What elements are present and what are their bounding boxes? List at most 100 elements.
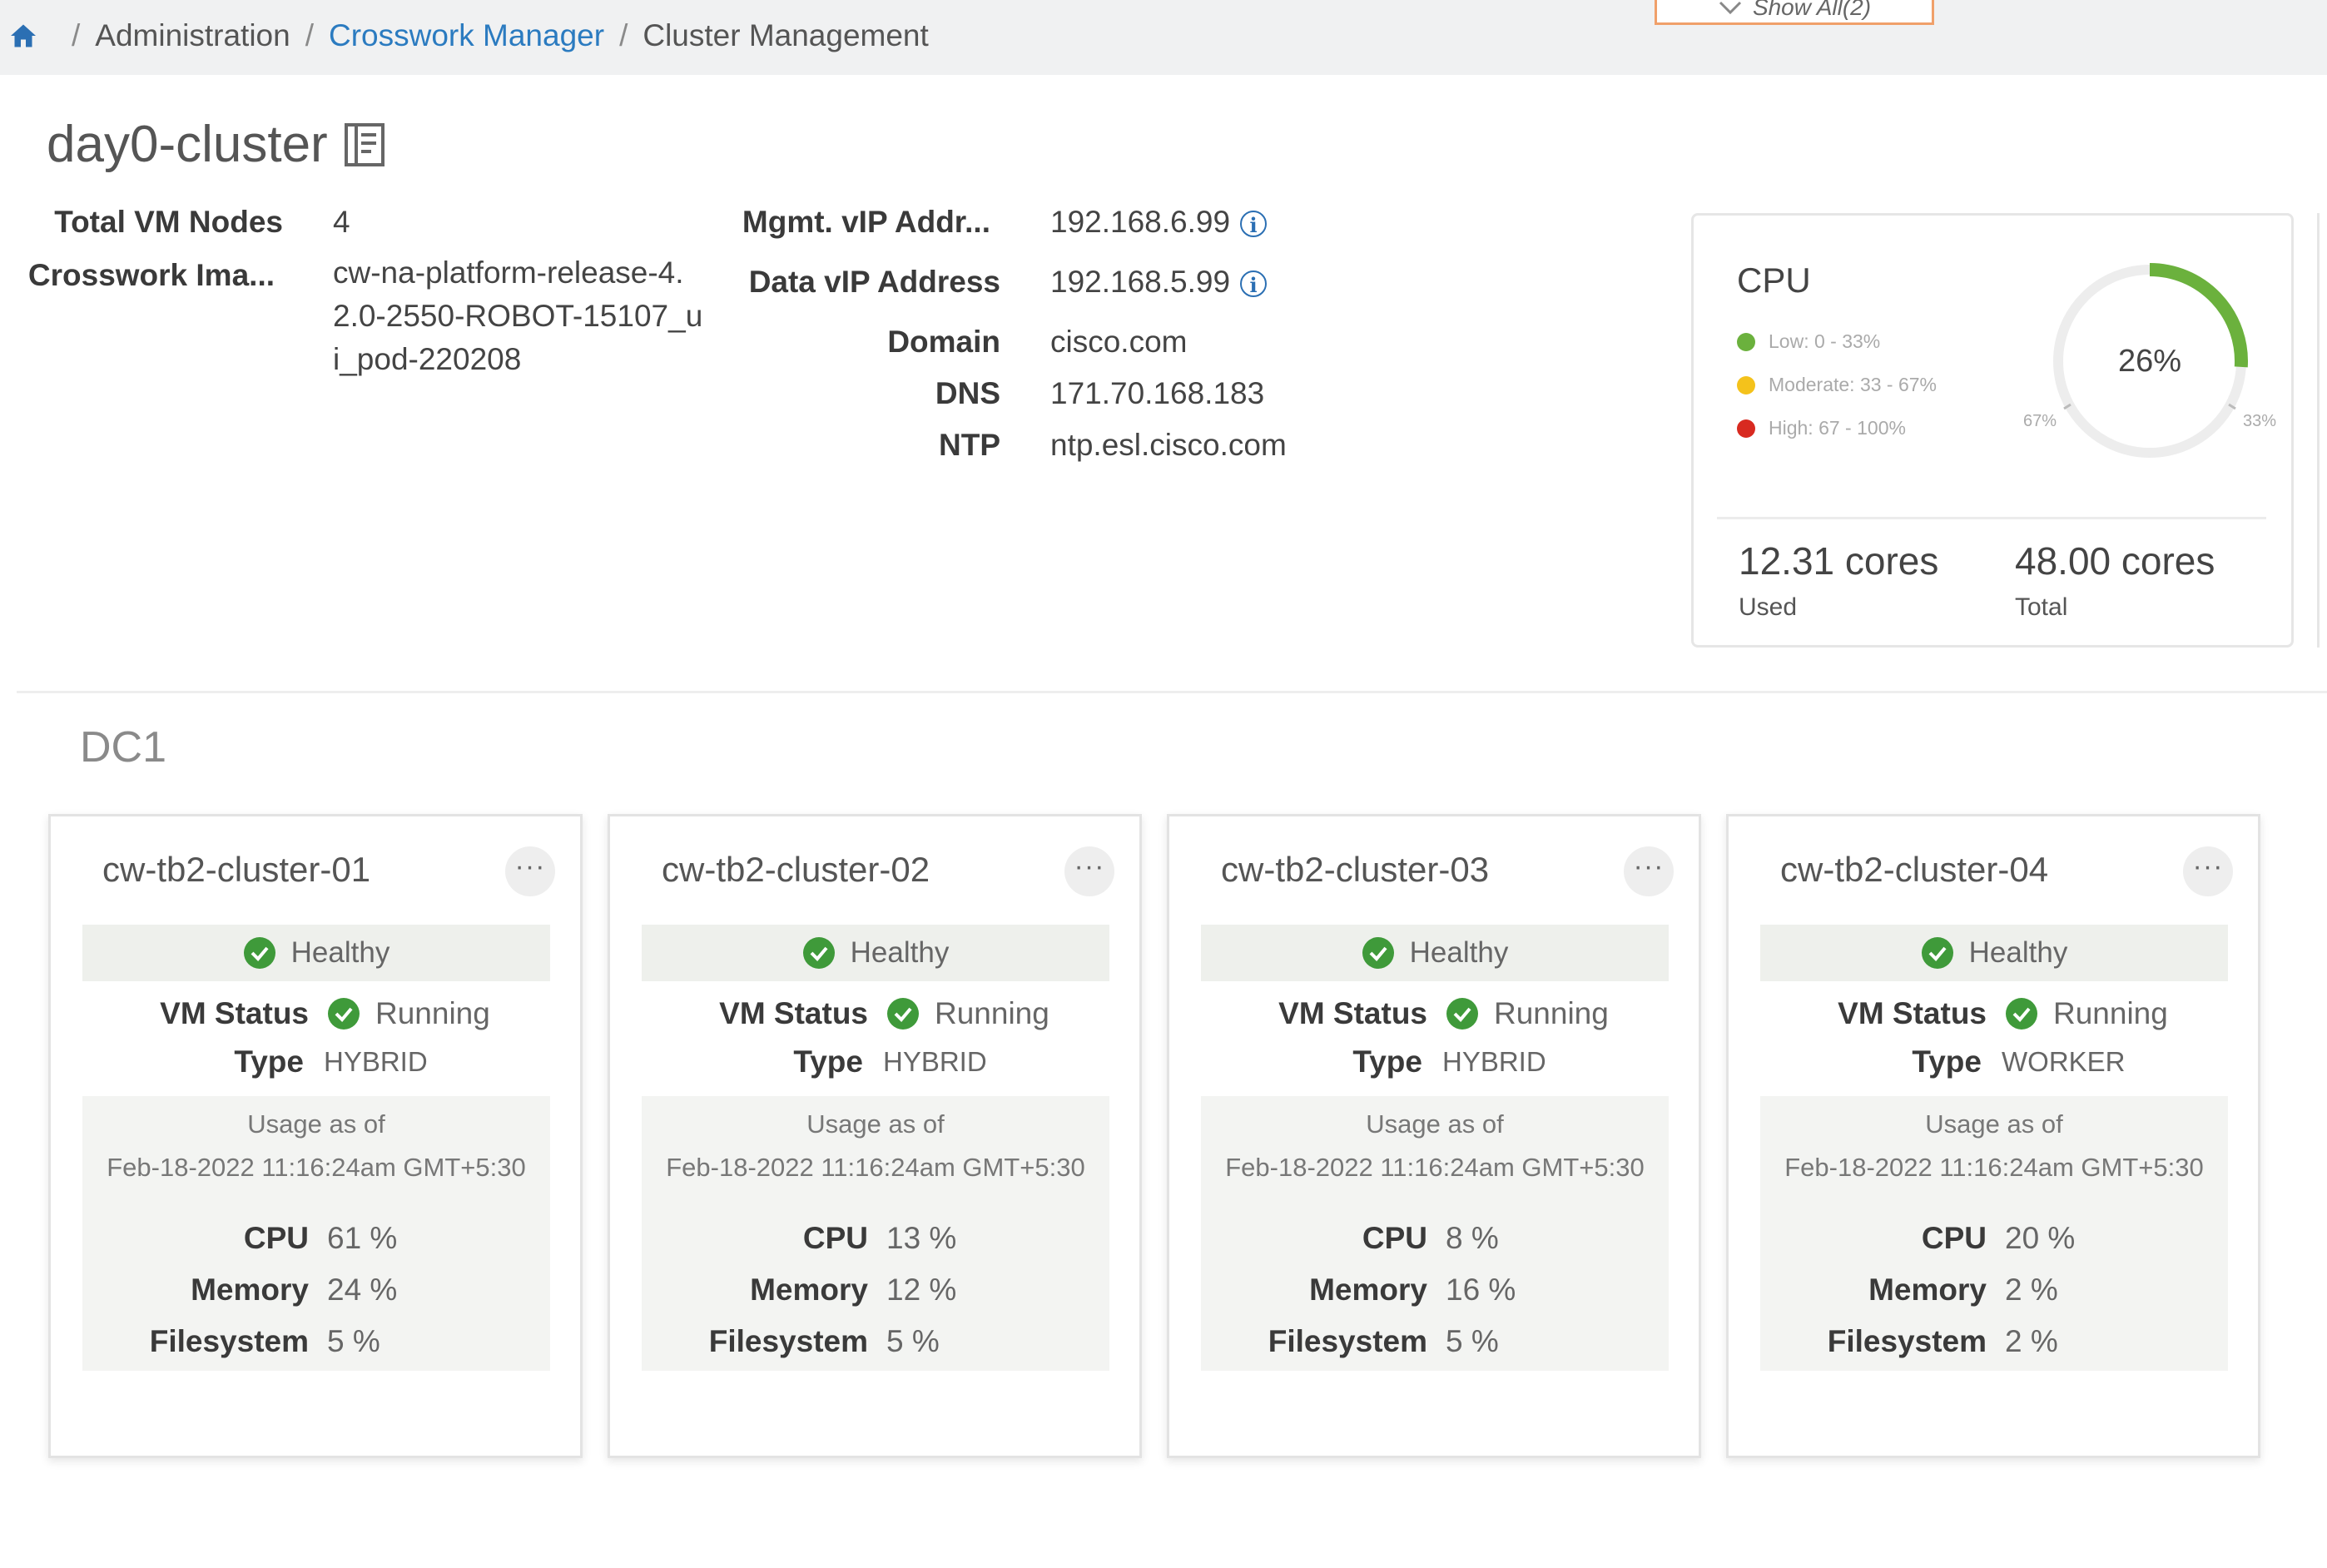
health-label: Healthy <box>850 936 950 969</box>
legend-dot <box>1737 332 1755 351</box>
health-label: Healthy <box>1409 936 1509 969</box>
type-value: HYBRID <box>324 1046 428 1077</box>
check-circle-icon <box>1921 937 1953 969</box>
filesystem-usage-row: Filesystem 5 % <box>610 1324 1139 1359</box>
cpu-usage-value: 8 % <box>1446 1221 1499 1255</box>
home-icon[interactable] <box>8 21 38 51</box>
more-horizontal-icon[interactable]: ··· <box>1064 846 1114 896</box>
legend-moderate: Moderate: 33 - 67% <box>1737 374 1937 396</box>
next-card-edge <box>2317 213 2327 648</box>
label-ntp: NTP <box>939 428 1000 462</box>
label-total-vm-nodes: Total VM Nodes <box>54 205 283 239</box>
info-icon[interactable]: i <box>1240 270 1268 298</box>
check-circle-icon <box>1362 937 1394 969</box>
type-row: Type HYBRID <box>1169 1045 1699 1079</box>
memory-usage-value: 2 % <box>2005 1273 2058 1307</box>
donut-mark-67: 67% <box>2023 412 2057 430</box>
info-icon[interactable]: i <box>1240 211 1268 238</box>
value-total-vm-nodes: 4 <box>333 205 350 239</box>
memory-usage-value: 12 % <box>886 1273 957 1307</box>
check-circle-icon <box>1446 998 1478 1030</box>
cpu-divider <box>1717 517 2266 519</box>
legend-moderate-label: Moderate: 33 - 67% <box>1769 374 1938 395</box>
node-card: cw-tb2-cluster-01 ··· Healthy VM Status … <box>48 814 583 1458</box>
vm-status-value: Running <box>2053 996 2168 1030</box>
health-status: Healthy <box>1760 925 2228 981</box>
donut-percent: 26% <box>2118 344 2181 379</box>
type-label: Type <box>1912 1045 1982 1079</box>
cpu-title: CPU <box>1737 261 1811 300</box>
node-name: cw-tb2-cluster-04 <box>1780 850 2049 889</box>
memory-usage-row: Memory 2 % <box>1729 1273 2258 1307</box>
health-status: Healthy <box>82 925 550 981</box>
node-card: cw-tb2-cluster-02 ··· Healthy VM Status … <box>608 814 1142 1458</box>
value-crosswork-image: cw-na-platform-release-4.2.0-2550-ROBOT-… <box>333 256 703 376</box>
type-value: HYBRID <box>883 1046 987 1077</box>
memory-usage-label: Memory <box>750 1273 868 1307</box>
legend-low: Low: 0 - 33% <box>1737 330 1880 353</box>
donut-mark-33: 33% <box>2243 412 2276 430</box>
filesystem-usage-label: Filesystem <box>708 1324 868 1358</box>
usage-panel: Usage as of Feb-18-2022 11:16:24am GMT+5… <box>1760 1096 2228 1371</box>
label-crosswork-image: Crosswork Ima... <box>27 258 275 292</box>
legend-low-label: Low: 0 - 33% <box>1769 330 1881 352</box>
show-all-label: Show All(2) <box>1752 0 1872 20</box>
vm-status-value: Running <box>375 996 490 1030</box>
usage-label: Usage as of <box>1366 1109 1504 1139</box>
show-all-button[interactable]: Show All(2) <box>1655 0 1934 25</box>
cpu-usage-value: 20 % <box>2005 1221 2076 1255</box>
memory-usage-row: Memory 16 % <box>1169 1273 1699 1307</box>
type-row: Type HYBRID <box>610 1045 1139 1079</box>
filesystem-usage-label: Filesystem <box>149 1324 309 1358</box>
cpu-usage-label: CPU <box>802 1221 868 1255</box>
notes-icon[interactable] <box>343 122 386 168</box>
cluster-name: day0-cluster <box>47 116 328 173</box>
cpu-usage-value: 61 % <box>327 1221 398 1255</box>
node-name: cw-tb2-cluster-03 <box>1221 850 1490 889</box>
usage-panel: Usage as of Feb-18-2022 11:16:24am GMT+5… <box>82 1096 550 1371</box>
vm-status-label: VM Status <box>160 996 309 1030</box>
datacenter-title: DC1 <box>80 723 167 772</box>
breadcrumb-administration[interactable]: Administration <box>95 18 290 52</box>
cpu-usage-label: CPU <box>1362 1221 1427 1255</box>
breadcrumb-crosswork-manager[interactable]: Crosswork Manager <box>329 18 605 52</box>
cpu-usage-row: CPU 13 % <box>610 1221 1139 1256</box>
cpu-used-label: Used <box>1739 593 1798 621</box>
vm-status-value: Running <box>1494 996 1609 1030</box>
memory-usage-value: 24 % <box>327 1273 398 1307</box>
mgmt-vip-text: 192.168.6.99 <box>1050 205 1231 239</box>
usage-label: Usage as of <box>1925 1109 2063 1139</box>
usage-label: Usage as of <box>806 1109 945 1139</box>
cpu-used-value: 12.31 cores <box>1739 539 1939 583</box>
more-horizontal-icon[interactable]: ··· <box>505 846 555 896</box>
breadcrumb-separator: / <box>619 18 628 52</box>
cpu-usage-row: CPU 61 % <box>51 1221 580 1256</box>
node-card: cw-tb2-cluster-04 ··· Healthy VM Status … <box>1726 814 2260 1458</box>
cpu-total-value: 48.00 cores <box>2015 539 2215 583</box>
more-horizontal-icon[interactable]: ··· <box>1624 846 1674 896</box>
health-label: Healthy <box>1968 936 2068 969</box>
type-row: Type HYBRID <box>51 1045 580 1079</box>
legend-high: High: 67 - 100% <box>1737 417 1906 439</box>
memory-usage-label: Memory <box>1309 1273 1427 1307</box>
top-bar: / Administration / Crosswork Manager / C… <box>0 0 2327 75</box>
value-domain: cisco.com <box>1050 325 1188 359</box>
cpu-usage-row: CPU 20 % <box>1729 1221 2258 1256</box>
filesystem-usage-value: 5 % <box>1446 1324 1499 1358</box>
cpu-total-label: Total <box>2015 593 2068 621</box>
health-label: Healthy <box>290 936 390 969</box>
usage-timestamp: Feb-18-2022 11:16:24am GMT+5:30 <box>666 1153 1085 1182</box>
breadcrumb: / Administration / Crosswork Manager / C… <box>8 15 929 57</box>
check-circle-icon <box>2006 998 2037 1030</box>
breadcrumb-cluster-management: Cluster Management <box>643 18 929 52</box>
vm-status-label: VM Status <box>719 996 868 1030</box>
type-row: Type WORKER <box>1729 1045 2258 1079</box>
filesystem-usage-label: Filesystem <box>1268 1324 1427 1358</box>
vm-status-value: Running <box>935 996 1049 1030</box>
type-label: Type <box>1352 1045 1422 1079</box>
vm-status-row: VM Status Running <box>1169 996 1699 1031</box>
label-dns: DNS <box>935 376 1000 410</box>
breadcrumb-separator: / <box>305 18 314 52</box>
memory-usage-label: Memory <box>191 1273 309 1307</box>
more-horizontal-icon[interactable]: ··· <box>2183 846 2233 896</box>
